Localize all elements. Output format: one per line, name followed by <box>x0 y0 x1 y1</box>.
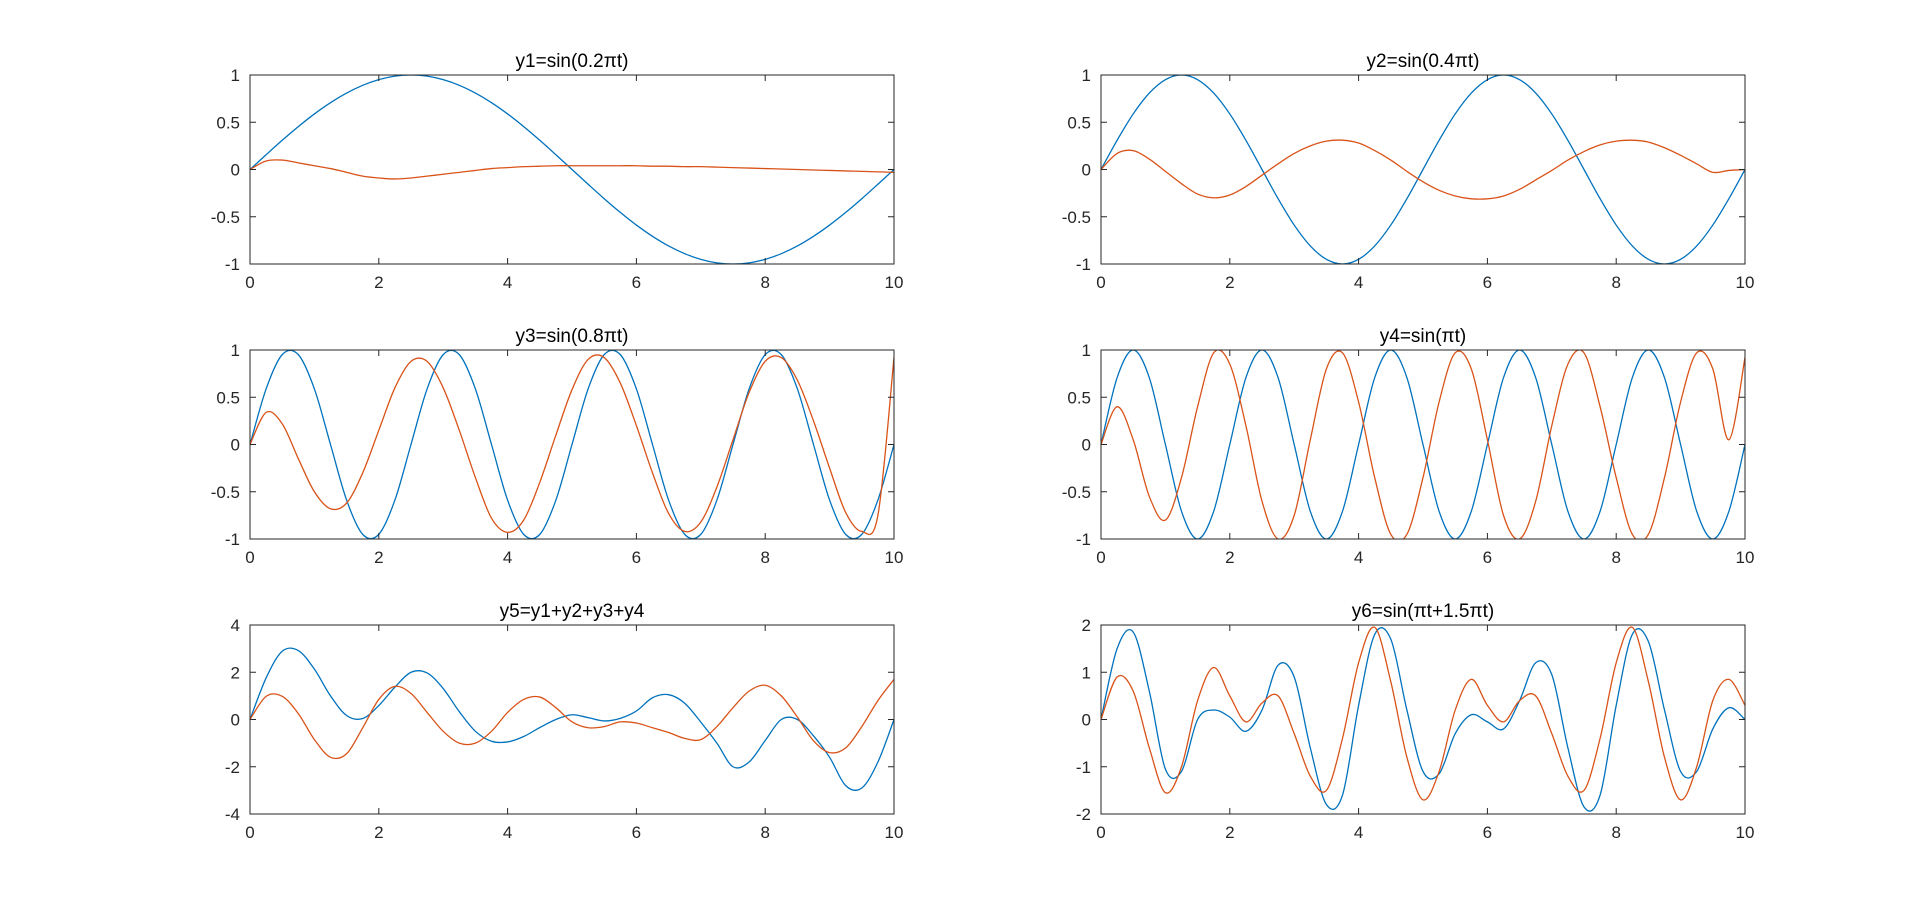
x-tick-label: 4 <box>1354 823 1363 842</box>
series-line-2 <box>250 159 894 180</box>
y-tick-label: -4 <box>225 805 240 824</box>
x-tick-label: 4 <box>503 273 512 292</box>
y-tick-label: -0.5 <box>211 208 240 227</box>
subplot-3: 0 2 4 6 8 10 1 0.5 0 -0.5 -1 y3=sin(0.8πt) <box>211 326 904 567</box>
y-tick-label: -1 <box>225 255 240 274</box>
y-tick-label: 1 <box>1082 66 1091 85</box>
y-tick-label: 1 <box>1082 663 1091 682</box>
y-tick-label: -0.5 <box>1062 483 1091 502</box>
x-tick-label: 10 <box>1736 273 1755 292</box>
x-tick-label: 8 <box>760 823 769 842</box>
subplot-4: 0 2 4 6 8 10 1 0.5 0 -0.5 -1 y4=sin(πt) <box>1062 326 1755 567</box>
series-line-2 <box>250 678 894 760</box>
x-tick-label: 0 <box>245 548 254 567</box>
x-tick-label: 10 <box>885 273 904 292</box>
x-tick-label: 0 <box>245 823 254 842</box>
series-group <box>250 75 894 264</box>
x-tick-label: 8 <box>1611 823 1620 842</box>
y-tick-label: 0 <box>231 161 240 180</box>
x-tick-label: 8 <box>1611 548 1620 567</box>
series-group <box>250 350 894 539</box>
y-tick-label: -2 <box>1076 805 1091 824</box>
x-tick-label: 2 <box>1225 273 1234 292</box>
series-group <box>1101 75 1745 264</box>
y-tick-label: 0 <box>231 711 240 730</box>
y-tick-label: 0.5 <box>1067 113 1091 132</box>
subplot-2: 0 2 4 6 8 10 1 0.5 0 -0.5 -1 y2=sin(0.4πt) <box>1062 51 1755 292</box>
y-tick-label: 1 <box>231 66 240 85</box>
y-tick-label: 0 <box>1082 161 1091 180</box>
subplot-title: y6=sin(πt+1.5πt) <box>1352 601 1494 622</box>
x-tick-label: 4 <box>503 548 512 567</box>
y-tick-label: 2 <box>231 663 240 682</box>
subplot-title: y2=sin(0.4πt) <box>1367 51 1480 72</box>
x-tick-label: 6 <box>632 823 641 842</box>
x-tick-label: 10 <box>885 823 904 842</box>
x-tick-label: 6 <box>632 273 641 292</box>
x-tick-label: 4 <box>1354 273 1363 292</box>
subplot-title: y1=sin(0.2πt) <box>516 51 629 72</box>
series-line-2 <box>1101 626 1745 801</box>
x-tick-label: 0 <box>1096 273 1105 292</box>
y-tick-label: -1 <box>1076 255 1091 274</box>
series-line-1 <box>250 647 894 791</box>
x-tick-label: 10 <box>885 548 904 567</box>
y-tick-label: 2 <box>1082 616 1091 635</box>
y-tick-label: 0.5 <box>216 388 240 407</box>
x-tick-label: 6 <box>632 548 641 567</box>
y-tick-label: -1 <box>1076 758 1091 777</box>
series-line-2 <box>1101 350 1745 539</box>
x-tick-label: 8 <box>760 548 769 567</box>
y-tick-label: 1 <box>1082 341 1091 360</box>
y-tick-label: -0.5 <box>1062 208 1091 227</box>
x-tick-label: 2 <box>374 273 383 292</box>
x-tick-label: 0 <box>245 273 254 292</box>
x-tick-label: 8 <box>1611 273 1620 292</box>
series-group <box>1101 350 1745 539</box>
y-tick-label: -1 <box>225 530 240 549</box>
x-tick-label: 10 <box>1736 548 1755 567</box>
series-line-1 <box>250 75 894 264</box>
x-tick-label: 8 <box>760 273 769 292</box>
subplot-title: y3=sin(0.8πt) <box>516 326 629 347</box>
y-tick-label: -0.5 <box>211 483 240 502</box>
x-tick-label: 6 <box>1483 548 1492 567</box>
y-tick-label: 0 <box>231 436 240 455</box>
subplot-title: y4=sin(πt) <box>1380 326 1467 347</box>
x-tick-label: 10 <box>1736 823 1755 842</box>
y-tick-label: 0 <box>1082 711 1091 730</box>
series-line-1 <box>1101 75 1745 264</box>
subplot-title: y5=y1+y2+y3+y4 <box>500 601 645 622</box>
x-tick-label: 6 <box>1483 273 1492 292</box>
y-tick-label: -2 <box>225 758 240 777</box>
series-group <box>1101 626 1745 812</box>
series-group <box>250 647 894 791</box>
y-tick-label: 4 <box>231 616 240 635</box>
y-tick-label: 0.5 <box>216 113 240 132</box>
y-tick-label: 1 <box>231 341 240 360</box>
series-line-2 <box>250 354 894 536</box>
x-tick-label: 2 <box>1225 823 1234 842</box>
x-tick-label: 4 <box>1354 548 1363 567</box>
x-tick-label: 4 <box>503 823 512 842</box>
series-line-1 <box>1101 350 1745 539</box>
x-tick-label: 2 <box>374 548 383 567</box>
subplot-1: 0 2 4 6 8 10 1 0.5 0 -0.5 -1 y1=sin(0.2πt) <box>211 51 904 292</box>
x-tick-label: 6 <box>1483 823 1492 842</box>
x-tick-label: 0 <box>1096 548 1105 567</box>
y-tick-label: 0 <box>1082 436 1091 455</box>
x-tick-label: 2 <box>1225 548 1234 567</box>
x-tick-label: 2 <box>374 823 383 842</box>
y-tick-label: 0.5 <box>1067 388 1091 407</box>
x-tick-label: 0 <box>1096 823 1105 842</box>
subplot-5: 0 2 4 6 8 10 4 2 0 -2 -4 y5=y1+y2+y3+y4 <box>225 601 904 842</box>
y-tick-label: -1 <box>1076 530 1091 549</box>
series-line-2 <box>1101 139 1745 200</box>
